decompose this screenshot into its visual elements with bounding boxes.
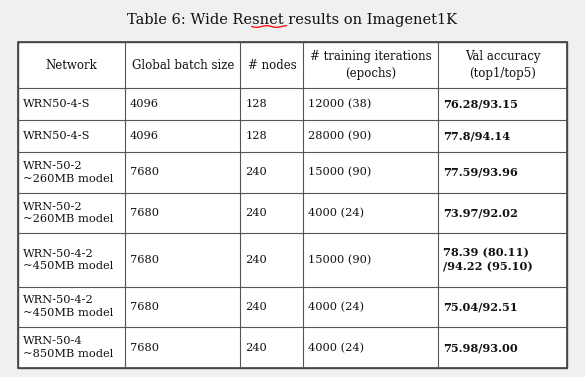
Text: # training iterations
(epochs): # training iterations (epochs) <box>310 50 432 80</box>
Text: 128: 128 <box>245 131 267 141</box>
Text: 7680: 7680 <box>130 208 159 218</box>
Text: 7680: 7680 <box>130 343 159 352</box>
Text: 78.39 (80.11)
/94.22 (95.10): 78.39 (80.11) /94.22 (95.10) <box>443 247 533 273</box>
Text: 77.8/94.14: 77.8/94.14 <box>443 130 510 141</box>
Text: 4000 (24): 4000 (24) <box>308 208 364 218</box>
Text: 4000 (24): 4000 (24) <box>308 302 364 312</box>
Text: 75.98/93.00: 75.98/93.00 <box>443 342 518 353</box>
Text: 240: 240 <box>245 343 267 352</box>
Text: WRN-50-4-2
~450MB model: WRN-50-4-2 ~450MB model <box>23 296 113 318</box>
Text: WRN-50-4
~850MB model: WRN-50-4 ~850MB model <box>23 336 113 359</box>
Text: WRN50-4-S: WRN50-4-S <box>23 99 91 109</box>
Text: 240: 240 <box>245 255 267 265</box>
Text: 128: 128 <box>245 99 267 109</box>
Text: 12000 (38): 12000 (38) <box>308 99 372 109</box>
Text: 73.97/92.02: 73.97/92.02 <box>443 207 518 219</box>
Text: # nodes: # nodes <box>247 58 296 72</box>
Text: 15000 (90): 15000 (90) <box>308 167 372 178</box>
Bar <box>18 42 567 368</box>
Text: 240: 240 <box>245 167 267 177</box>
Text: WRN-50-4-2
~450MB model: WRN-50-4-2 ~450MB model <box>23 248 113 271</box>
Text: 15000 (90): 15000 (90) <box>308 255 372 265</box>
Text: 4096: 4096 <box>130 131 159 141</box>
Text: WRN-50-2
~260MB model: WRN-50-2 ~260MB model <box>23 161 113 184</box>
Text: WRN-50-2
~260MB model: WRN-50-2 ~260MB model <box>23 202 113 224</box>
Text: Table 6: Wide Resnet results on Imagenet1K: Table 6: Wide Resnet results on Imagenet… <box>128 13 457 27</box>
Text: WRN50-4-S: WRN50-4-S <box>23 131 91 141</box>
Text: Network: Network <box>46 58 97 72</box>
Text: 28000 (90): 28000 (90) <box>308 131 372 141</box>
Text: 7680: 7680 <box>130 255 159 265</box>
Text: 4000 (24): 4000 (24) <box>308 342 364 353</box>
Text: Global batch size: Global batch size <box>132 58 234 72</box>
Text: 76.28/93.15: 76.28/93.15 <box>443 98 518 109</box>
Text: Val accuracy
(top1/top5): Val accuracy (top1/top5) <box>464 50 540 80</box>
Text: 240: 240 <box>245 302 267 312</box>
Text: 7680: 7680 <box>130 302 159 312</box>
Text: 240: 240 <box>245 208 267 218</box>
Text: 4096: 4096 <box>130 99 159 109</box>
Bar <box>18 42 567 368</box>
Text: 75.04/92.51: 75.04/92.51 <box>443 301 518 313</box>
Text: 7680: 7680 <box>130 167 159 177</box>
Text: 77.59/93.96: 77.59/93.96 <box>443 167 518 178</box>
